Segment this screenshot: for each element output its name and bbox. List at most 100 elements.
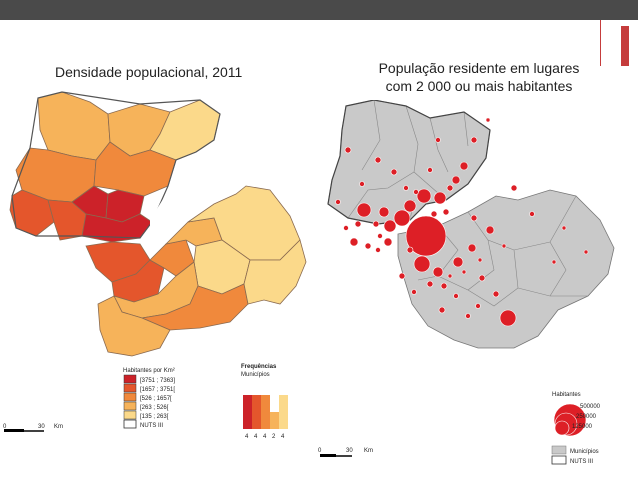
region-nuts-boundary	[11, 91, 221, 239]
circle-queluz	[383, 219, 397, 233]
freq-bar-1	[243, 395, 252, 429]
left-map-title: Densidade populacional, 2011	[55, 64, 243, 80]
svg-text:[526 ; 1657[: [526 ; 1657[	[140, 396, 172, 402]
region-alcochete	[187, 185, 301, 261]
legend-class-1: [3751 ; 7363]	[123, 374, 175, 384]
freq-count-3: 4	[263, 434, 267, 440]
legend-nuts-label: NUTS III	[570, 459, 593, 465]
top-bar	[0, 0, 638, 20]
places-legend: Habitantes 500000 250000 125000 Municípi…	[551, 392, 601, 465]
circle-quinta	[406, 246, 414, 254]
slide-ribbon-decoration	[600, 20, 629, 66]
circle-setubal	[499, 309, 517, 327]
scale-distance: 30	[38, 424, 45, 430]
legend-nuts-swatch	[551, 455, 567, 465]
freq-bar-4	[270, 412, 279, 429]
circle-malveira	[390, 168, 398, 176]
legend-municipios-label: Municípios	[570, 449, 599, 455]
circle-montijo	[485, 225, 495, 235]
circle-caneças	[403, 185, 409, 191]
population-circles	[335, 117, 589, 327]
circle-pegoes	[551, 259, 557, 265]
circle-alverca	[451, 175, 461, 185]
circle-palmela	[492, 290, 500, 298]
circle-belas	[372, 220, 380, 228]
circle-alcochete	[470, 214, 478, 222]
right-title-line-2: com 2 000 ou mais habitantes	[385, 78, 573, 94]
tagus-estuary	[150, 180, 188, 246]
circle-vfx	[459, 161, 469, 171]
places-legend-heading: Habitantes	[552, 392, 581, 398]
circle-sao-joao	[485, 117, 491, 123]
svg-text:NUTS III: NUTS III	[140, 423, 163, 429]
circle-camarate	[430, 210, 438, 218]
legend-nuts: NUTS III	[123, 419, 163, 429]
circle-atalaia	[501, 243, 507, 249]
freq-bar-3	[261, 395, 270, 429]
freq-subtitle: Municípios	[241, 372, 270, 378]
circle-cascais	[349, 237, 359, 247]
circle-povoa	[446, 184, 454, 192]
right-scale-unit: Km	[364, 448, 373, 454]
circle-mafra	[374, 156, 382, 164]
circle-loures	[416, 188, 432, 204]
region-alcacer	[243, 239, 307, 305]
circle-sarilhos	[477, 257, 483, 263]
svg-text:[3751 ; 7363]: [3751 ; 7363]	[140, 378, 175, 384]
circle-odivelas	[403, 199, 417, 213]
circle-moscavide	[442, 208, 450, 216]
circle-samora	[529, 211, 535, 217]
circle-pinhal-novo	[478, 274, 486, 282]
circle-lavradio	[461, 269, 467, 275]
circle-tercena	[377, 233, 383, 239]
circle-costa-caparica	[398, 272, 406, 280]
freq-bar-5	[279, 395, 288, 429]
circle-oeiras	[383, 237, 393, 247]
density-map: 0 30 Km	[3, 91, 307, 432]
circle-almada	[413, 255, 431, 273]
circle-canha	[561, 225, 567, 231]
circle-carcavelos	[375, 247, 381, 253]
circle-agualva	[378, 206, 390, 218]
circle-colares	[335, 199, 341, 205]
circle-ericeira	[344, 146, 352, 154]
legend-class-3: [526 ; 1657[	[123, 392, 172, 402]
circle-sacavem	[433, 191, 447, 205]
circle-pero-pinheiro	[359, 181, 365, 187]
freq-count-5: 4	[281, 434, 285, 440]
svg-text:[1657 ; 3751[: [1657 ; 3751[	[140, 387, 175, 393]
circle-arrentela	[447, 273, 453, 279]
legend-class-2: [1657 ; 3751[	[123, 383, 175, 393]
freq-bar-2	[252, 395, 261, 429]
legend-municipios-swatch	[551, 445, 567, 455]
density-legend: Habitantes por Km² [3751 ; 7363] [1657 ;…	[123, 368, 175, 429]
legend-circle-small	[554, 420, 570, 436]
legend-size-500000: 500000	[580, 404, 601, 410]
circle-seixal	[432, 266, 444, 278]
population-places-map: 0 30 Km	[318, 100, 615, 457]
circle-ramada	[413, 189, 419, 195]
circle-barreiro	[452, 256, 464, 268]
svg-text:[263 ; 526[: [263 ; 526[	[140, 405, 169, 411]
right-scale-bar-segment	[320, 454, 336, 457]
right-map-title: População residente em lugares com 2 000…	[356, 59, 602, 95]
freq-count-2: 4	[254, 434, 258, 440]
circle-lisboa	[405, 215, 447, 257]
scale-zero: 0	[3, 424, 7, 430]
freq-count-1: 4	[245, 434, 249, 440]
circle-amadora	[393, 209, 411, 227]
freq-count-4: 2	[272, 434, 276, 440]
right-scale-zero: 0	[318, 448, 322, 454]
circle-amora	[440, 282, 448, 290]
circle-moita	[467, 243, 477, 253]
scale-bar-segment	[4, 429, 24, 432]
circle-fernao-ferro	[453, 293, 459, 299]
circle-rio-de-mouro	[354, 220, 362, 228]
legend-size-250000: 250000	[576, 414, 597, 420]
circle-estoril	[364, 242, 372, 250]
region-setubal	[97, 295, 171, 357]
legend-size-125000: 125000	[572, 424, 593, 430]
freq-title: Frequências	[241, 364, 277, 370]
circle-sobral	[435, 137, 441, 143]
legend-class-4: [263 ; 526[	[123, 401, 169, 411]
